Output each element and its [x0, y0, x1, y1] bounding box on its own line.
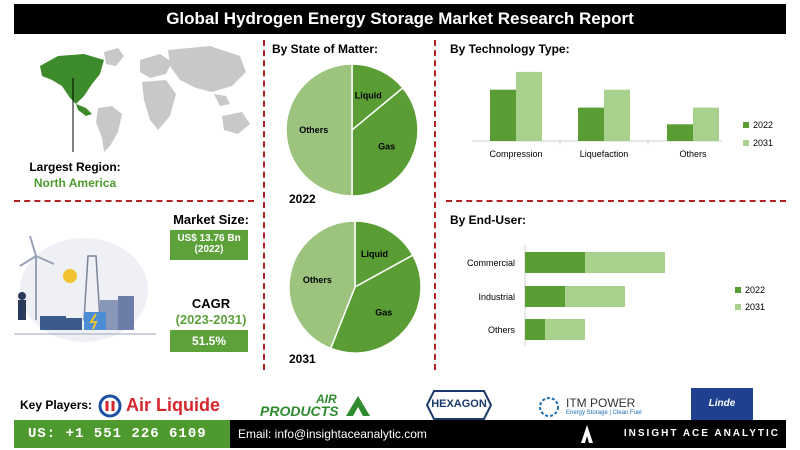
- tech-category-label: Liquefaction: [580, 149, 629, 159]
- itm-power-tagline: Energy Storage | Clean Fuel: [566, 410, 642, 416]
- pie-2031-slice-liquid: [354, 220, 414, 289]
- tech-bar-liquefaction-2031: [604, 89, 630, 141]
- largest-region-label: Largest Region:: [29, 160, 121, 174]
- largest-region-value: North America: [33, 176, 117, 190]
- divider-vertical-left: [263, 40, 265, 370]
- enduser-category-label: Others: [488, 325, 516, 335]
- pie-2022-label-others: Others: [299, 125, 328, 135]
- air-products-icon: [346, 396, 370, 416]
- enduser-legend-label-2031: 2031: [745, 302, 765, 312]
- divider-horizontal-left: [14, 200, 254, 202]
- hexagon-icon: [426, 390, 492, 420]
- footer-email[interactable]: Email: info@insightaceanalytic.com: [238, 427, 427, 441]
- pie-2031-label-gas: Gas: [375, 307, 392, 317]
- market-size-box: US$ 13.76 Bn (2022): [170, 230, 248, 260]
- air-products-text-bottom: PRODUCTS: [260, 403, 339, 419]
- state-of-matter-title: By State of Matter:: [272, 42, 379, 56]
- tech-category-label: Others: [679, 149, 707, 159]
- air-products-text-top: AIR: [316, 392, 337, 406]
- tech-legend-label-2031: 2031: [753, 138, 773, 148]
- technology-type-title: By Technology Type:: [450, 42, 570, 56]
- insight-ace-logo-icon: [581, 425, 593, 443]
- pie-2031-label-liquid: Liquid: [361, 249, 388, 259]
- enduser-bar-others-2031: [545, 319, 585, 340]
- tech-legend-label-2022: 2022: [753, 120, 773, 130]
- market-size-value: US$ 13.76 Bn: [177, 233, 241, 244]
- divider-vertical-right: [434, 40, 436, 370]
- air-liquide-logo: Air Liquide: [98, 392, 228, 420]
- enduser-bar-commercial-2022: [525, 252, 585, 273]
- tech-category-label: Compression: [489, 149, 542, 159]
- cagr-box: 51.5%: [170, 330, 248, 352]
- pie-2031-slice-others: [288, 220, 356, 350]
- tech-bar-others-2031: [693, 107, 719, 141]
- linde-logo: Linde: [691, 388, 753, 420]
- hexagon-text: HEXAGON: [431, 398, 487, 410]
- air-liquide-text: Air Liquide: [126, 395, 220, 415]
- cagr-value: 51.5%: [191, 334, 227, 348]
- pie-2022-year: 2022: [289, 192, 316, 206]
- market-size-label: Market Size:: [173, 212, 249, 227]
- end-user-title: By End-User:: [450, 213, 527, 227]
- itm-power-text: ITM POWER: [566, 396, 636, 410]
- pie-2022-label-liquid: Liquid: [355, 90, 382, 100]
- footer-brand: INSIGHT ACE ANALYTIC: [623, 428, 780, 439]
- pie-2031-year: 2031: [289, 352, 316, 366]
- air-products-logo: AIR PRODUCTS: [260, 392, 380, 420]
- enduser-bar-industrial-2022: [525, 286, 565, 307]
- hexagon-logo: HEXAGON: [426, 390, 492, 420]
- pie-2022-slice-others: [285, 63, 353, 197]
- pie-2022-label-gas: Gas: [378, 141, 395, 151]
- tech-legend-swatch-2031: [743, 140, 749, 146]
- tech-bar-others-2022: [667, 124, 693, 141]
- footer-bar: Email: info@insightaceanalytic.com INSIG…: [230, 420, 786, 448]
- tech-legend-swatch-2022: [743, 122, 749, 128]
- pie-2031-slice-gas: [329, 254, 422, 354]
- pie-2022-slice-gas: [351, 86, 419, 197]
- cagr-period: (2023-2031): [175, 312, 247, 327]
- enduser-bar-others-2022: [525, 319, 545, 340]
- linde-text: Linde: [708, 398, 736, 409]
- enduser-category-label: Industrial: [478, 292, 515, 302]
- divider-horizontal-right: [446, 200, 786, 202]
- enduser-bar-commercial-2031: [585, 252, 665, 273]
- itm-power-icon: [539, 397, 559, 417]
- cagr-label: CAGR: [191, 296, 231, 311]
- footer-phone: US: +1 551 226 6109: [14, 420, 230, 448]
- pie-2031-label-others: Others: [303, 275, 332, 285]
- air-liquide-icon: [98, 394, 122, 418]
- enduser-legend-label-2022: 2022: [745, 285, 765, 295]
- page-title: Global Hydrogen Energy Storage Market Re…: [14, 4, 786, 34]
- enduser-legend-swatch-2031: [735, 304, 741, 310]
- enduser-category-label: Commercial: [467, 258, 515, 268]
- enduser-bar-industrial-2031: [565, 286, 625, 307]
- pie-2022-slice-liquid: [351, 63, 404, 132]
- itm-power-logo: ITM POWER Energy Storage | Clean Fuel: [538, 396, 648, 420]
- tech-bar-liquefaction-2022: [578, 107, 604, 141]
- market-size-year: (2022): [194, 244, 224, 255]
- tech-bar-compression-2022: [490, 89, 516, 141]
- tech-bar-compression-2031: [516, 71, 542, 141]
- key-players-label: Key Players:: [20, 398, 93, 412]
- enduser-legend-swatch-2022: [735, 287, 741, 293]
